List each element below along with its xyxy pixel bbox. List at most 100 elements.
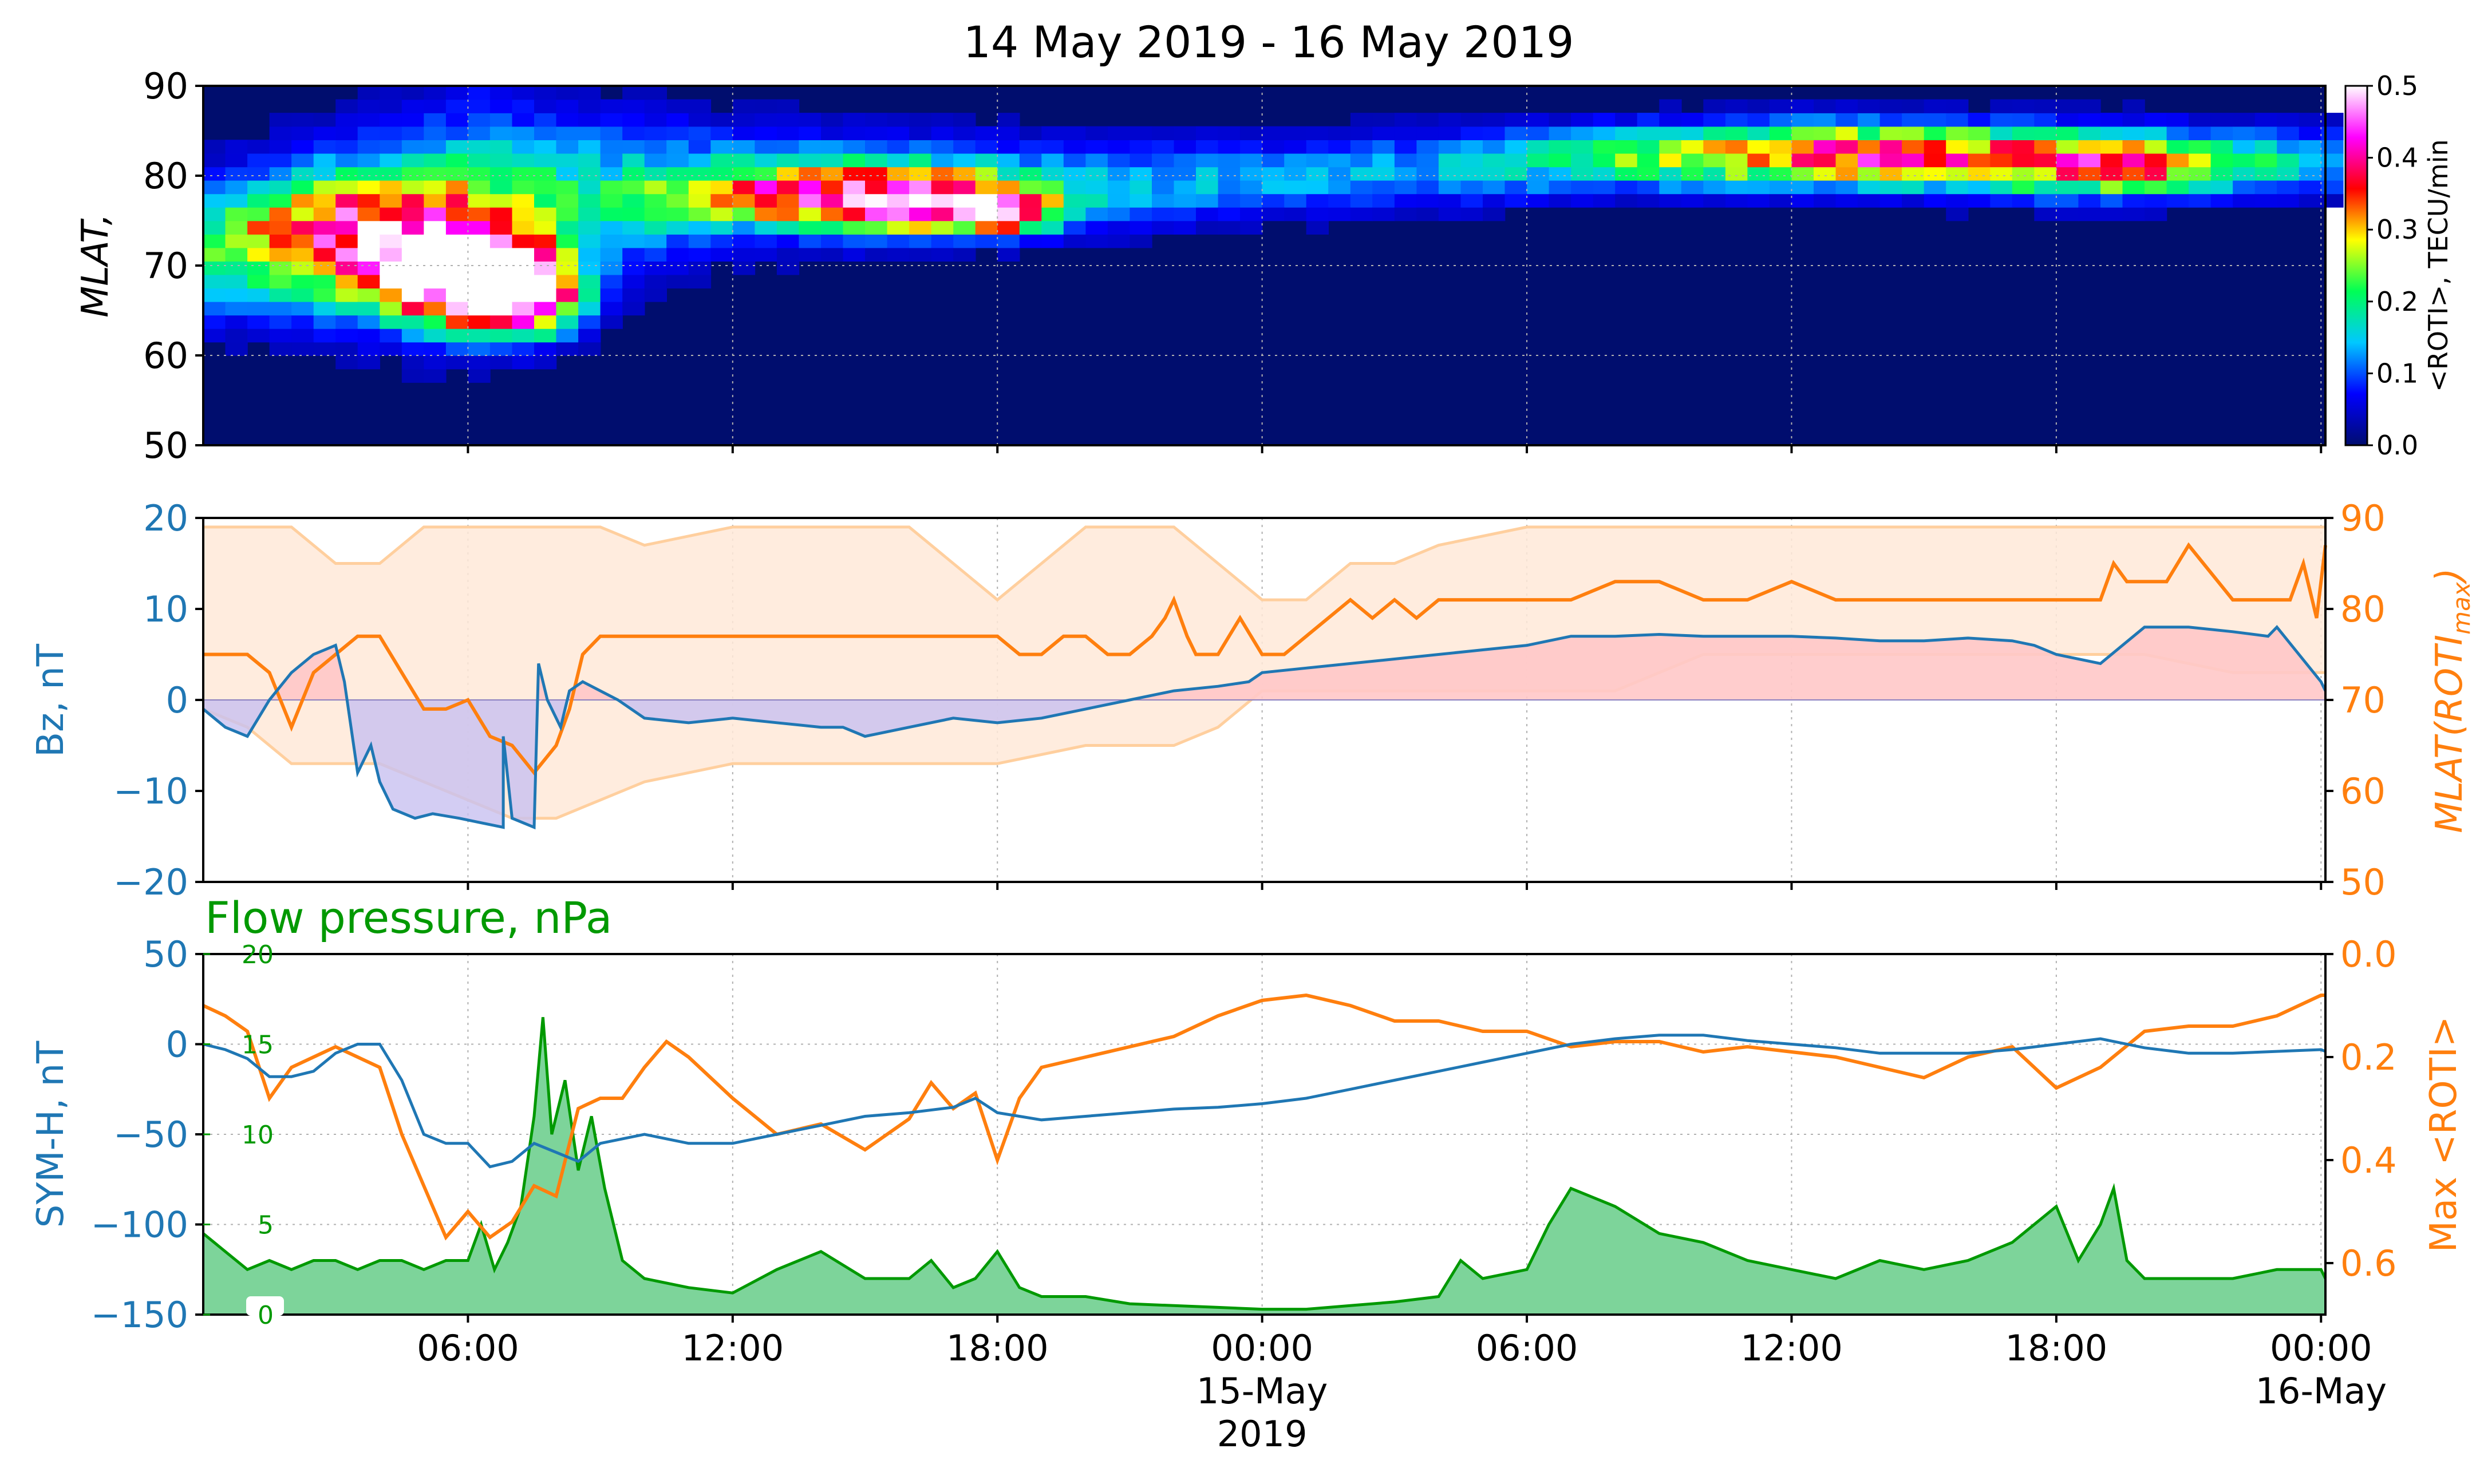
map-cell: [1504, 167, 1527, 181]
map-cell: [468, 274, 491, 289]
colorbar-bar: [2344, 85, 2368, 446]
map-cell: [1019, 153, 1042, 168]
map-cell: [2210, 113, 2233, 127]
map-cell: [1284, 193, 1307, 208]
map-cell: [291, 180, 314, 195]
map-cell: [578, 207, 601, 221]
map-cell: [512, 207, 535, 221]
pressure-tick-label: 10: [242, 1121, 274, 1150]
map-cell: [468, 126, 491, 140]
map-cell: [931, 207, 954, 221]
map-cell: [821, 167, 844, 181]
map-cell: [335, 301, 358, 316]
map-cell: [2189, 140, 2212, 154]
map-cell: [1196, 193, 1219, 208]
colorbar-label: <ROTI>, TECU/min: [2423, 139, 2454, 391]
map-cell: [225, 315, 248, 329]
map-cell: [1438, 193, 1462, 208]
map-cell: [534, 126, 557, 140]
map-cell: [445, 99, 469, 113]
map-cell: [909, 207, 932, 221]
map-cell: [776, 140, 800, 154]
map-cell: [1107, 220, 1131, 235]
map-cell: [1085, 220, 1108, 235]
map-cell: [1747, 126, 1770, 140]
map-cell: [931, 167, 954, 181]
map-cell: [2145, 153, 2167, 168]
map-cell: [755, 234, 777, 248]
map-cell: [755, 193, 777, 208]
map-cell: [225, 220, 248, 235]
map-cell: [269, 288, 292, 302]
map-cell: [1240, 140, 1263, 154]
colorbar-tick-label: 0.2: [2376, 286, 2418, 317]
map-cell: [644, 113, 667, 127]
map-cell: [1814, 126, 1837, 140]
map-cell: [401, 126, 425, 140]
map-cell: [1858, 99, 1881, 113]
map-cell: [1085, 180, 1108, 195]
pressure-fill: [203, 1017, 2325, 1315]
pressure-tick-label: 0: [258, 1301, 274, 1330]
map-cell: [1659, 193, 1682, 208]
map-cell: [1879, 167, 1902, 181]
symh-right-ticks: 0.0 0.2 0.4 0.6: [2325, 933, 2397, 1284]
map-cell: [401, 153, 425, 168]
map-cell: [1262, 153, 1285, 168]
map-cell: [1703, 167, 1726, 181]
map-cell: [468, 153, 491, 168]
map-cell: [1240, 180, 1263, 195]
map-cell: [666, 126, 689, 140]
map-cell: [2012, 153, 2035, 168]
map-cell: [424, 355, 447, 370]
map-cell: [445, 301, 469, 316]
map-cell: [1968, 193, 1991, 208]
map-cell: [380, 113, 402, 127]
map-cell: [1372, 126, 1395, 140]
map-cell: [291, 193, 314, 208]
map-cell: [688, 274, 712, 289]
map-cell: [489, 140, 513, 154]
map-cell: [1659, 126, 1682, 140]
map-cell: [489, 193, 513, 208]
map-cell: [468, 167, 491, 181]
map-cell: [1681, 180, 1704, 195]
map-cell: [1814, 153, 1837, 168]
map-cell: [1306, 207, 1329, 221]
map-cell: [1549, 193, 1571, 208]
map-cell: [1703, 193, 1726, 208]
map-cell: [424, 113, 447, 127]
map-cell: [622, 193, 645, 208]
map-cell: [1240, 153, 1263, 168]
map-cell: [1306, 140, 1329, 154]
map-cell: [1593, 140, 1616, 154]
map-cell: [291, 342, 314, 356]
colorbar-tick-label: 0.3: [2376, 214, 2418, 245]
map-cell: [600, 153, 623, 168]
map-cell: [1394, 140, 1417, 154]
map-cell: [424, 288, 447, 302]
map-cell: [247, 274, 270, 289]
map-cell: [1990, 180, 2013, 195]
map-cell: [997, 234, 1020, 248]
map-cell: [1703, 140, 1726, 154]
map-cell: [2166, 180, 2189, 195]
map-cell: [1902, 99, 1925, 113]
map-cell: [269, 342, 292, 356]
map-cell: [424, 234, 447, 248]
map-cell: [1416, 113, 1439, 127]
map-cell: [401, 167, 425, 181]
map-cell: [489, 261, 513, 275]
map-cell: [1593, 193, 1616, 208]
map-cell: [1924, 180, 1946, 195]
map-cell: [1703, 99, 1726, 113]
map-cell: [1107, 234, 1131, 248]
map-cell: [489, 180, 513, 195]
map-cell: [445, 274, 469, 289]
map-cell: [578, 113, 601, 127]
map-cell: [1725, 140, 1748, 154]
map-cell: [622, 180, 645, 195]
map-cell: [313, 153, 336, 168]
map-cell: [1747, 153, 1770, 168]
map-cell: [1394, 193, 1417, 208]
